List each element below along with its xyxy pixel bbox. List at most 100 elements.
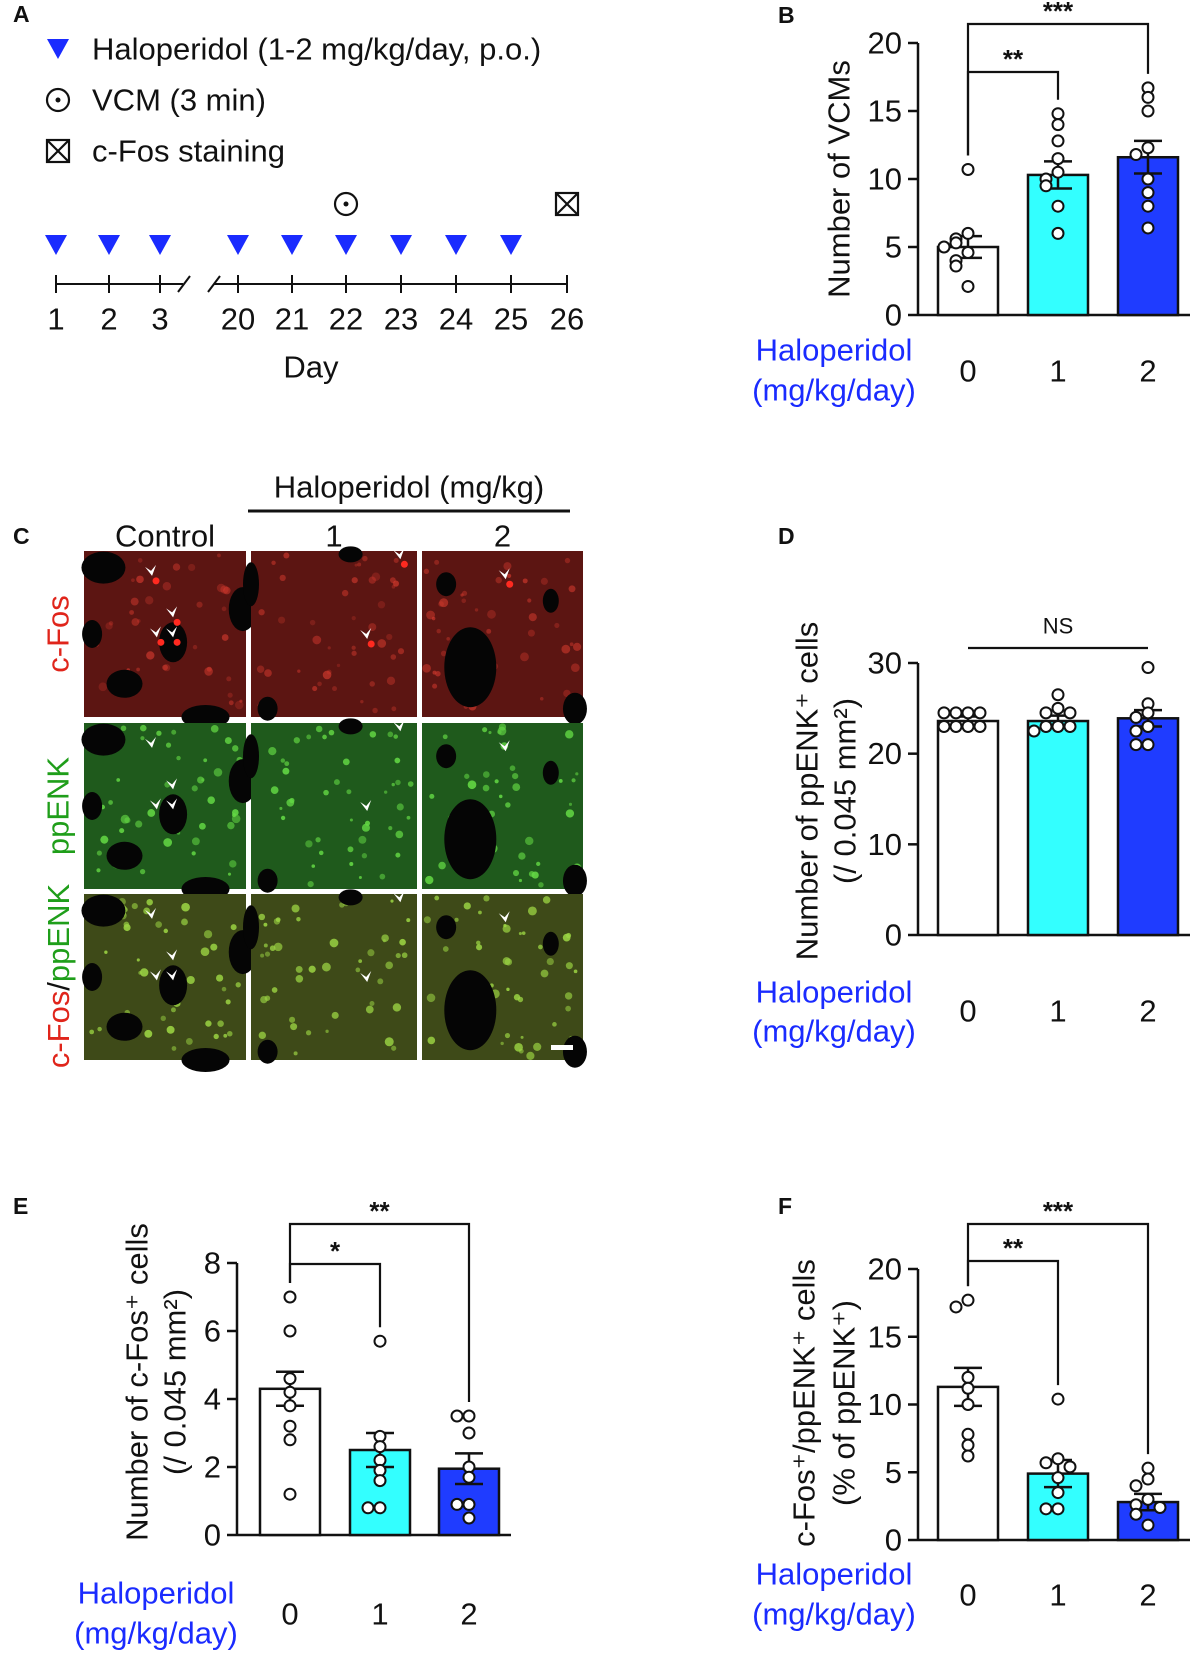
arrowhead [166,778,178,790]
data-point [1063,706,1077,720]
data-point [1141,199,1155,213]
data-point [1141,738,1155,752]
data-point [949,1300,963,1314]
cell-spot [200,947,210,956]
cell-spot [226,676,232,682]
cell-spot [436,628,441,634]
cell-spot [229,860,237,868]
dark-region [562,864,587,897]
cell-spot [388,826,393,831]
cell-spot [392,1003,402,1012]
data-point [1051,134,1065,148]
cell-spot [280,758,286,763]
data-point [1141,1518,1155,1532]
arrowhead [166,949,178,961]
cell-spot [120,725,127,732]
cell-spot [400,560,408,568]
cell-spot [346,789,352,795]
cell-spot [162,664,168,671]
cell-spot [349,818,353,822]
data-point [961,1427,975,1441]
cell-spot [406,815,411,820]
cell-spot [367,949,375,957]
cell-spot [391,1045,397,1051]
data-point [961,719,975,733]
cell-spot [467,780,477,790]
data-point [450,1409,464,1423]
x-tick-label: 0 [959,1578,976,1613]
x-tick-label: 0 [959,994,976,1029]
cell-spot [131,618,140,626]
cell-spot [163,928,169,934]
y-tick-label: 10 [868,162,902,197]
cell-spot [97,1026,102,1032]
data-point [450,1497,464,1511]
cell-spot [283,552,290,559]
data-point [961,226,975,240]
cell-spot [146,651,155,660]
cell-spot [280,815,286,821]
cell-spot [393,557,399,564]
data-point [1129,1507,1143,1521]
cell-spot [230,924,237,931]
x-axis-label: (mg/kg/day) [752,1014,916,1049]
cell-spot [278,616,286,624]
data-point [1141,706,1155,720]
cell-spot [329,938,339,948]
cell-spot [258,609,265,616]
cell-spot [332,686,337,692]
x-axis-label: Haloperidol [756,975,913,1010]
cell-spot [540,969,549,978]
cell-spot [96,868,101,873]
data-point [1129,148,1143,162]
cell-spot [349,861,354,866]
cell-spot [210,725,219,733]
cell-spot [369,681,375,687]
cell-spot [488,730,492,735]
arrowhead [166,969,178,981]
cell-spot [495,576,502,584]
cell-spot [191,851,196,856]
cell-spot [464,773,470,779]
cell-spot [502,924,511,933]
cell-spot [258,1031,267,1040]
dark-region [243,562,259,607]
cell-spot [565,932,572,939]
data-point [1039,1502,1053,1516]
dark-region [562,1035,587,1068]
cell-spot [536,861,541,867]
cell-spot [569,642,574,647]
cell-spot [425,875,434,885]
y-tick-label: 2 [204,1450,221,1485]
cell-spot [147,809,156,817]
bar [936,1385,1000,1542]
dark-region [257,696,278,721]
significance-label: NS [1043,614,1074,639]
data-point [373,1440,387,1454]
day-label: 20 [221,302,255,337]
bar [936,719,1000,937]
cell-spot [570,663,580,673]
data-point [961,706,975,720]
cell-spot [323,789,329,796]
y-axis-label: c-Fos⁺/ppENK⁺ cells [787,1259,822,1547]
y-tick-label: 8 [204,1246,221,1281]
cell-spot [156,730,162,736]
cell-spot [232,809,239,816]
cell-spot [358,835,367,844]
cell-spot [368,623,377,632]
arrowhead [360,799,372,811]
data-point [1039,719,1053,733]
cell-spot [438,861,446,870]
y-axis-label: Number of VCMs [822,60,857,298]
cell-spot [205,1020,212,1027]
data-point [283,1419,297,1433]
data-point [949,706,963,720]
x-axis-label: (mg/kg/day) [74,1616,238,1651]
cell-spot [371,572,381,582]
stain-marker [554,191,580,217]
cell-spot [224,737,232,745]
data-point [1141,90,1155,104]
cell-spot [172,563,181,571]
